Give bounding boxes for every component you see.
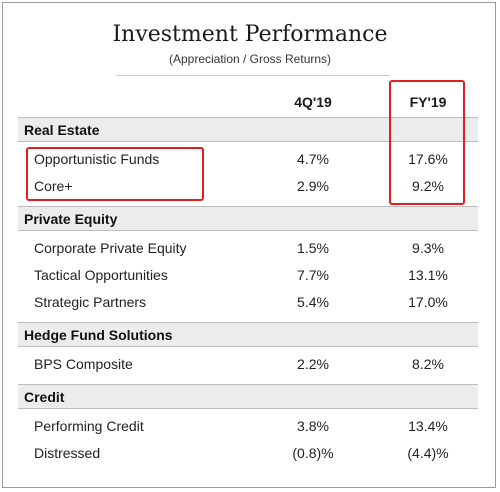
value-fy19: (4.4)%: [407, 445, 449, 461]
column-header-4q19: 4Q'19: [294, 94, 332, 110]
value-4q19: (0.8)%: [292, 445, 334, 461]
section-label: Credit: [24, 389, 65, 405]
value-fy19: 13.1%: [408, 267, 448, 283]
value-fy19: 17.6%: [408, 151, 448, 167]
section-header-real-estate: Real Estate: [18, 117, 478, 142]
value-fy19: 9.3%: [412, 240, 444, 256]
row-label: Performing Credit: [34, 418, 144, 434]
value-4q19: 3.8%: [297, 418, 329, 434]
column-header-fy19: FY'19: [409, 94, 447, 110]
value-4q19: 2.9%: [297, 178, 329, 194]
table-row: Core+ 2.9% 9.2%: [18, 175, 478, 199]
table-row: Strategic Partners 5.4% 17.0%: [18, 291, 478, 315]
value-4q19: 2.2%: [297, 356, 329, 372]
highlight-box-fy19-column: [389, 80, 465, 205]
section-label: Real Estate: [24, 122, 100, 138]
table-row: Corporate Private Equity 1.5% 9.3%: [18, 237, 478, 261]
row-label: Strategic Partners: [34, 294, 147, 310]
table-row: Opportunistic Funds 4.7% 17.6%: [18, 148, 478, 172]
table-row: Tactical Opportunities 7.7% 13.1%: [18, 264, 478, 288]
row-label: Opportunistic Funds: [34, 151, 160, 167]
section-label: Private Equity: [24, 211, 118, 227]
page-subtitle: (Appreciation / Gross Returns): [168, 52, 332, 66]
table-row: Performing Credit 3.8% 13.4%: [18, 415, 478, 439]
row-label: Tactical Opportunities: [34, 267, 168, 283]
highlight-box-real-estate-rows: [26, 147, 204, 201]
value-fy19: 8.2%: [412, 356, 444, 372]
value-4q19: 5.4%: [297, 294, 329, 310]
section-header-private-equity: Private Equity: [18, 206, 478, 231]
table-row: BPS Composite 2.2% 8.2%: [18, 353, 478, 377]
section-label: Hedge Fund Solutions: [24, 327, 173, 343]
table-row: Distressed (0.8)% (4.4)%: [18, 442, 478, 466]
value-fy19: 13.4%: [408, 418, 448, 434]
value-4q19: 7.7%: [297, 267, 329, 283]
value-4q19: 1.5%: [297, 240, 329, 256]
row-label: Distressed: [34, 445, 101, 461]
page-title: Investment Performance: [112, 22, 388, 47]
value-fy19: 17.0%: [408, 294, 448, 310]
value-4q19: 4.7%: [297, 151, 329, 167]
section-header-hedge-fund-solutions: Hedge Fund Solutions: [18, 322, 478, 347]
value-fy19: 9.2%: [412, 178, 444, 194]
row-label: BPS Composite: [34, 356, 133, 372]
title-divider: [116, 75, 390, 76]
section-header-credit: Credit: [18, 384, 478, 409]
row-label: Core+: [34, 178, 73, 194]
row-label: Corporate Private Equity: [34, 240, 187, 256]
